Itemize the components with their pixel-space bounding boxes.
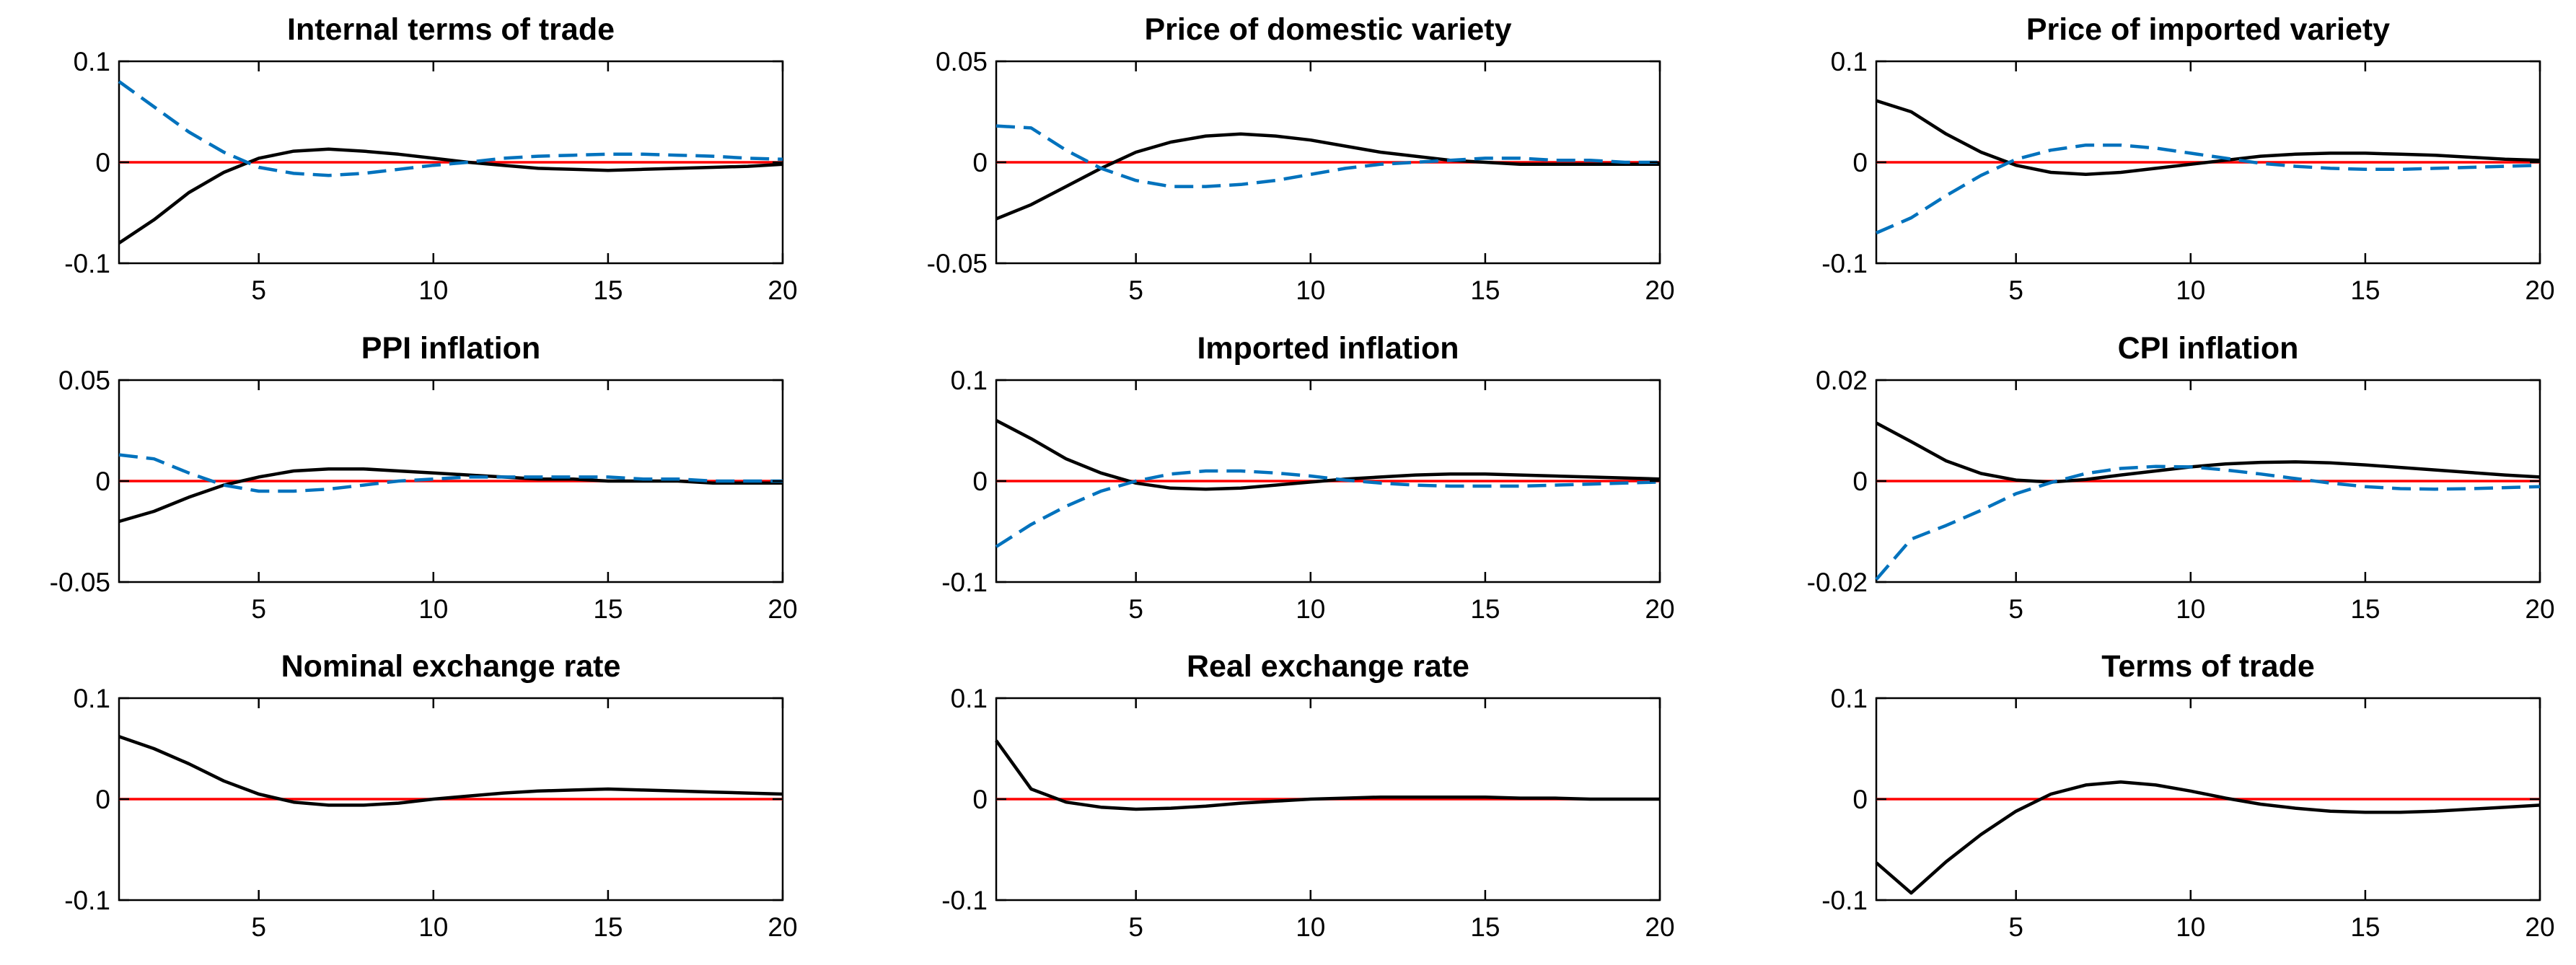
x-tick-label: 5	[251, 594, 266, 624]
series-line-dashed	[995, 124, 1660, 188]
panel-title: Price of domestic variety	[1144, 12, 1511, 47]
x-tick-label: 5	[251, 276, 266, 305]
x-tick-label: 5	[1128, 912, 1143, 942]
y-tick-label: 0.1	[951, 684, 988, 713]
panel-cpi-inflation: CPI inflation 5 10 15 20 -0.02 0 0.02	[1807, 331, 2555, 624]
x-tick-label: 20	[2525, 276, 2554, 305]
panel-terms-of-trade: Terms of trade 5 10 15 20 -0.1 0 0.1	[1821, 649, 2554, 942]
x-tick-label: 5	[1128, 594, 1143, 624]
x-tick-label: 10	[418, 912, 448, 942]
y-tick-label: 0	[95, 467, 110, 496]
y-tick-label: 0.1	[951, 366, 988, 395]
x-tick-label: 5	[2008, 912, 2023, 942]
series-line-solid	[118, 147, 783, 244]
series-line-solid	[1875, 421, 2541, 484]
series-line-solid	[995, 739, 1660, 811]
y-tick-label: 0	[1852, 785, 1868, 814]
x-tick-label: 20	[1645, 276, 1674, 305]
series-line-solid	[1876, 99, 2541, 177]
y-tick-label: 0	[972, 148, 988, 177]
panel-title: PPI inflation	[361, 331, 540, 366]
y-tick-label: 0	[95, 785, 110, 814]
x-tick-label: 15	[593, 276, 623, 305]
panel-internal-terms-of-trade: Internal terms of trade 5 10 15 20 -0.1 0 0.1	[64, 12, 797, 305]
series-line-dashed	[118, 453, 783, 493]
y-tick-label: -0.1	[64, 886, 110, 915]
x-tick-label: 10	[1296, 276, 1325, 305]
x-tick-label: 15	[1470, 276, 1500, 305]
panel-title: Terms of trade	[2101, 649, 2315, 684]
y-tick-label: 0.02	[1816, 366, 1868, 395]
y-tick-label: -0.1	[941, 886, 988, 915]
x-tick-label: 20	[2525, 912, 2554, 942]
y-tick-label: 0	[1852, 148, 1868, 177]
panel-title: Real exchange rate	[1187, 649, 1469, 684]
x-tick-label: 10	[418, 594, 448, 624]
panel-title: Nominal exchange rate	[281, 649, 621, 684]
x-tick-label: 15	[1470, 594, 1500, 624]
y-tick-label: 0.1	[74, 684, 110, 713]
y-tick-label: 0	[95, 148, 110, 177]
series-line-dashed	[1875, 464, 2541, 581]
panel-imported-inflation: Imported inflation 5 10 15 20 -0.1 0 0.1	[941, 331, 1674, 624]
y-tick-label: -0.1	[1821, 886, 1868, 915]
y-tick-label: -0.05	[50, 568, 110, 597]
panel-title: CPI inflation	[2118, 331, 2299, 366]
series-line-solid	[1875, 780, 2541, 895]
x-tick-label: 20	[768, 912, 797, 942]
x-tick-label: 20	[1645, 912, 1674, 942]
series-line-dashed	[118, 80, 783, 177]
panel-title: Price of imported variety	[2026, 12, 2390, 47]
series-line-dashed	[995, 469, 1661, 548]
x-tick-label: 10	[2176, 594, 2205, 624]
x-tick-label: 20	[768, 594, 797, 624]
y-tick-label: -0.05	[927, 249, 988, 278]
series-line-solid	[118, 735, 783, 807]
x-tick-label: 15	[2350, 594, 2380, 624]
x-tick-label: 10	[1296, 594, 1325, 624]
x-tick-label: 15	[593, 912, 623, 942]
x-tick-label: 20	[768, 276, 797, 305]
y-tick-label: 0	[972, 467, 988, 496]
x-tick-label: 15	[2350, 912, 2380, 942]
panel-real-exchange-rate: Real exchange rate 5 10 15 20 -0.1 0 0.1	[941, 649, 1674, 942]
x-tick-label: 10	[418, 276, 448, 305]
panel-price-of-domestic-variety: Price of domestic variety 5 10 15 20 -0.05 0 0.…	[927, 12, 1675, 305]
series-line-solid	[995, 419, 1661, 491]
y-tick-label: -0.02	[1807, 568, 1868, 597]
y-tick-label: 0.05	[936, 47, 988, 76]
y-tick-label: -0.1	[64, 249, 110, 278]
series-line-dashed	[1876, 143, 2541, 235]
y-tick-label: 0.1	[1831, 684, 1868, 713]
panel-title: Imported inflation	[1197, 331, 1459, 366]
panel-ppi-inflation: PPI inflation 5 10 15 20 -0.05 0 0.05	[50, 331, 798, 624]
x-tick-label: 15	[593, 594, 623, 624]
panel-price-of-imported-variety: Price of imported variety 5 10 15 20 -0.1 0 0.1	[1821, 12, 2554, 305]
x-tick-label: 5	[251, 912, 266, 942]
y-tick-label: 0.05	[58, 366, 110, 395]
series-line-solid	[118, 467, 783, 524]
series-line-solid	[995, 132, 1660, 221]
x-tick-label: 20	[2525, 594, 2554, 624]
panel-nominal-exchange-rate: Nominal exchange rate 5 10 15 20 -0.1 0 0.1	[64, 649, 797, 942]
panel-title: Internal terms of trade	[287, 12, 615, 47]
y-tick-label: -0.1	[941, 568, 988, 597]
y-tick-label: 0.1	[74, 47, 110, 76]
x-tick-label: 5	[2008, 276, 2023, 305]
x-tick-label: 20	[1645, 594, 1674, 624]
x-tick-label: 10	[2176, 912, 2205, 942]
y-tick-label: 0	[1852, 467, 1868, 496]
y-tick-label: -0.1	[1821, 249, 1868, 278]
y-tick-label: 0	[972, 785, 988, 814]
x-tick-label: 10	[2176, 276, 2205, 305]
x-tick-label: 5	[1128, 276, 1143, 305]
x-tick-label: 10	[1296, 912, 1325, 942]
x-tick-label: 5	[2008, 594, 2023, 624]
x-tick-label: 15	[2350, 276, 2380, 305]
x-tick-label: 15	[1470, 912, 1500, 942]
y-tick-label: 0.1	[1831, 47, 1868, 76]
